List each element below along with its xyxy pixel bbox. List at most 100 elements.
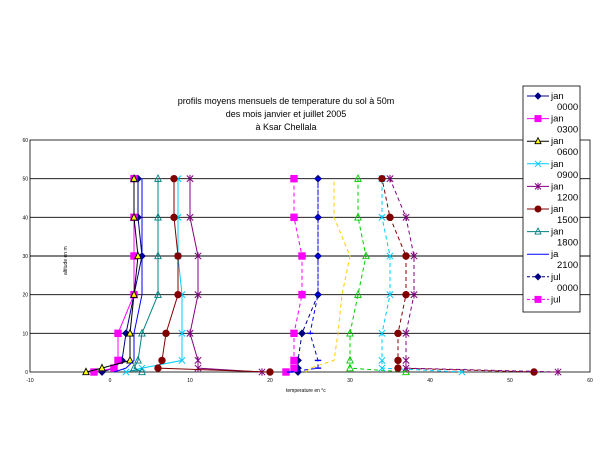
data-point [194, 364, 202, 372]
series-5 [154, 174, 274, 376]
data-point [154, 289, 162, 298]
data-point [346, 363, 354, 372]
data-point [534, 295, 542, 303]
data-point [354, 173, 362, 182]
data-point [378, 364, 386, 372]
y-tick-label: 20 [22, 293, 28, 299]
series-8 [294, 174, 322, 376]
chart-title: profils moyens mensuels de temperature d… [178, 96, 395, 132]
data-point [354, 212, 362, 221]
data-point [122, 368, 130, 376]
data-point [170, 213, 178, 222]
data-point [290, 364, 298, 372]
data-point [410, 252, 418, 260]
series-4 [186, 174, 266, 376]
data-point [386, 252, 394, 260]
data-point [534, 182, 542, 190]
data-point [126, 355, 134, 364]
data-point [402, 290, 410, 299]
series-7 [113, 178, 143, 373]
data-point [378, 174, 386, 183]
data-point [178, 329, 186, 337]
x-tick-label: 10 [187, 378, 193, 384]
data-point [402, 356, 410, 365]
legend-label: 0900 [557, 170, 578, 181]
y-tick-label: 0 [25, 370, 28, 376]
data-point [130, 173, 138, 182]
series-line [297, 178, 319, 372]
data-point [138, 367, 146, 376]
y-axis-label: altitude en m [63, 246, 69, 275]
data-point [402, 329, 410, 338]
data-point [346, 355, 354, 364]
series-3 [122, 175, 186, 376]
data-point [290, 174, 298, 183]
data-point [534, 205, 542, 213]
legend-label: 0300 [557, 125, 578, 136]
data-point [534, 227, 542, 235]
chart-title-line-1: profils moyens mensuels de temperature d… [178, 96, 395, 106]
data-point [130, 363, 138, 372]
data-point [298, 252, 306, 260]
series-line [381, 178, 463, 373]
data-point [134, 355, 142, 364]
y-tick-label: 50 [22, 177, 28, 183]
y-axis-ticks: 0 10 20 30 40 50 60 [22, 138, 28, 376]
series-14 [386, 174, 562, 376]
legend-label: jul [550, 272, 561, 283]
data-point [266, 368, 274, 376]
x-tick-label: 0 [109, 378, 112, 384]
legend-label: 0000 [557, 102, 578, 113]
data-point [290, 329, 298, 338]
data-point [394, 329, 402, 338]
y-tick-label: 30 [22, 254, 28, 260]
series-line [125, 178, 183, 373]
data-point [114, 329, 122, 338]
data-point [290, 356, 298, 365]
data-point [378, 329, 386, 337]
legend: jan0000jan0300jan0600jan0900jan1200jan15… [522, 85, 581, 313]
legend-box [522, 85, 581, 313]
data-point [154, 364, 162, 372]
data-point [402, 364, 410, 372]
legend-label: jan [550, 227, 564, 238]
series-0 [98, 174, 146, 376]
legend-label: jan [550, 136, 564, 147]
legend-label: jan [550, 114, 564, 125]
data-point [534, 136, 542, 145]
x-tick-label: 40 [427, 378, 433, 384]
data-point [386, 291, 394, 299]
data-point [386, 174, 394, 183]
data-point [534, 92, 542, 100]
series-line [389, 178, 559, 373]
legend-label: 2100 [557, 260, 578, 271]
data-point [530, 368, 538, 376]
series-line [93, 178, 135, 373]
data-point [290, 213, 298, 222]
data-point [158, 356, 166, 365]
data-point [534, 160, 542, 168]
data-point [130, 212, 138, 221]
data-point [138, 328, 146, 337]
series-10 [305, 178, 351, 373]
data-point [154, 212, 162, 221]
data-point [354, 289, 362, 298]
x-tick-label: 20 [267, 378, 273, 384]
series-2 [82, 173, 142, 376]
x-tick-label: 50 [507, 378, 513, 384]
data-point [82, 367, 90, 376]
series-line [157, 178, 271, 373]
data-point [410, 290, 418, 299]
data-point [154, 251, 162, 260]
data-point [170, 174, 178, 183]
data-point [186, 213, 194, 222]
chart-title-line-3: à Ksar Chellala [255, 122, 316, 132]
legend-label: jan [550, 91, 564, 102]
legend-label: 1200 [557, 192, 578, 203]
y-tick-label: 40 [22, 215, 28, 221]
